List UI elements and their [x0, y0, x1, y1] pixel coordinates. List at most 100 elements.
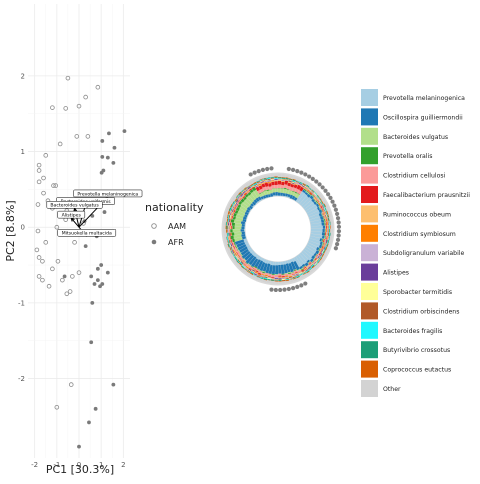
bar-segment [276, 262, 278, 265]
legend-swatch [361, 361, 378, 378]
bar-segment [272, 185, 275, 188]
y-tick-label: 1 [21, 148, 25, 156]
loading-label: Mitsuokella multacida [62, 231, 112, 237]
sample-marker [278, 288, 282, 292]
sample-marker [257, 169, 261, 173]
legend-label-afr: AFR [168, 238, 184, 247]
loading-label: Bacteroides vulgatus [50, 203, 99, 209]
legend-swatch [361, 167, 378, 184]
sample-marker [295, 169, 299, 173]
sample-marker [295, 285, 299, 289]
bar-segment [231, 226, 232, 229]
legend-swatch [361, 380, 378, 397]
legend-label: Faecalibacterium prausnitzii [383, 192, 470, 199]
legend-key-afr [152, 240, 157, 245]
legend-swatch [361, 186, 378, 203]
bar-segment [275, 189, 278, 193]
bar-segment [234, 226, 241, 229]
legend-swatch [361, 264, 378, 281]
sample-marker [261, 168, 265, 172]
bar-segment [275, 180, 278, 181]
bar-segment [280, 193, 283, 196]
bar-segment [230, 226, 231, 229]
legend-label: Butyrivibrio crossotus [383, 347, 450, 354]
afr-point [90, 301, 94, 305]
sample-marker [291, 168, 295, 172]
bar-segment [273, 192, 276, 195]
legend-label: Clostridium symbiosum [383, 231, 456, 238]
legend-swatch [361, 283, 378, 300]
legend-label: Subdoligranulum variabile [383, 250, 465, 257]
x-tick-label: -2 [31, 461, 38, 469]
afr-point [77, 445, 81, 449]
legend-label: Oscillospira guilliermondii [383, 114, 463, 121]
bar-segment [331, 221, 333, 225]
afr-point [103, 210, 107, 214]
bar-segment [278, 177, 281, 178]
legend-label-aam: AAM [168, 222, 186, 231]
afr-point [89, 340, 93, 344]
sample-marker [328, 196, 332, 200]
bar-segment [281, 185, 284, 189]
bar-segment [242, 232, 245, 235]
loading-label: Prevotella melaninogenica [77, 191, 138, 197]
sample-marker [336, 238, 340, 242]
bar-segment [278, 181, 281, 185]
bar-segment [242, 224, 245, 227]
bar-segment [244, 229, 245, 231]
sample-marker [337, 233, 341, 237]
bar-segment [274, 176, 277, 177]
bar-segment [230, 236, 234, 240]
sample-marker [299, 171, 303, 175]
bar-segment [241, 229, 245, 231]
sample-marker [269, 288, 273, 292]
x-tick-label: 2 [121, 461, 125, 469]
legend-key-aam [152, 224, 157, 229]
sample-marker [330, 200, 334, 204]
afr-point [100, 139, 104, 143]
bar-segment [223, 225, 226, 229]
bar-segment [275, 281, 278, 282]
bar-segment [274, 174, 278, 176]
bar-segment [226, 226, 227, 229]
bar-segment [327, 225, 328, 228]
bar-segment [275, 275, 278, 277]
legend-swatch [361, 89, 378, 106]
bar-segment [275, 274, 278, 275]
legend-swatch [361, 244, 378, 261]
bar-segment [323, 226, 325, 229]
afr-point [123, 129, 127, 133]
afr-point [100, 171, 104, 175]
afr-point [100, 282, 104, 286]
bar-segment [228, 226, 229, 229]
bar-segment [230, 229, 233, 232]
legend-label: Alistipes [383, 270, 409, 277]
bar-segment [244, 227, 245, 229]
bar-segment [232, 226, 234, 229]
bar-segment [322, 232, 325, 235]
sample-marker [253, 171, 257, 175]
bar-segment [329, 229, 330, 232]
sample-marker [303, 172, 307, 176]
legend-label: Other [383, 386, 401, 393]
sample-marker [337, 225, 341, 229]
bar-segment [275, 277, 278, 278]
bar-segment [224, 218, 227, 222]
y-tick-label: 0 [21, 224, 25, 232]
legend-swatch [361, 322, 378, 339]
bar-segment [274, 179, 277, 180]
nationality-legend: nationality AAM AFR [145, 201, 204, 247]
sample-marker [311, 177, 315, 181]
legend-label: Prevotella melaninogenica [383, 95, 465, 102]
legend-swatch [361, 108, 378, 125]
loading-label: Alistipes [62, 213, 82, 219]
bar-segment [274, 178, 277, 179]
sample-marker [336, 216, 340, 220]
bar-segment [330, 233, 332, 237]
bar-segment [270, 174, 274, 177]
y-tick-label: -2 [18, 375, 25, 383]
bar-segment [278, 196, 280, 197]
sample-marker [314, 179, 318, 183]
bar-segment [278, 192, 280, 195]
legend-label: Prevotella oralis [383, 153, 433, 160]
